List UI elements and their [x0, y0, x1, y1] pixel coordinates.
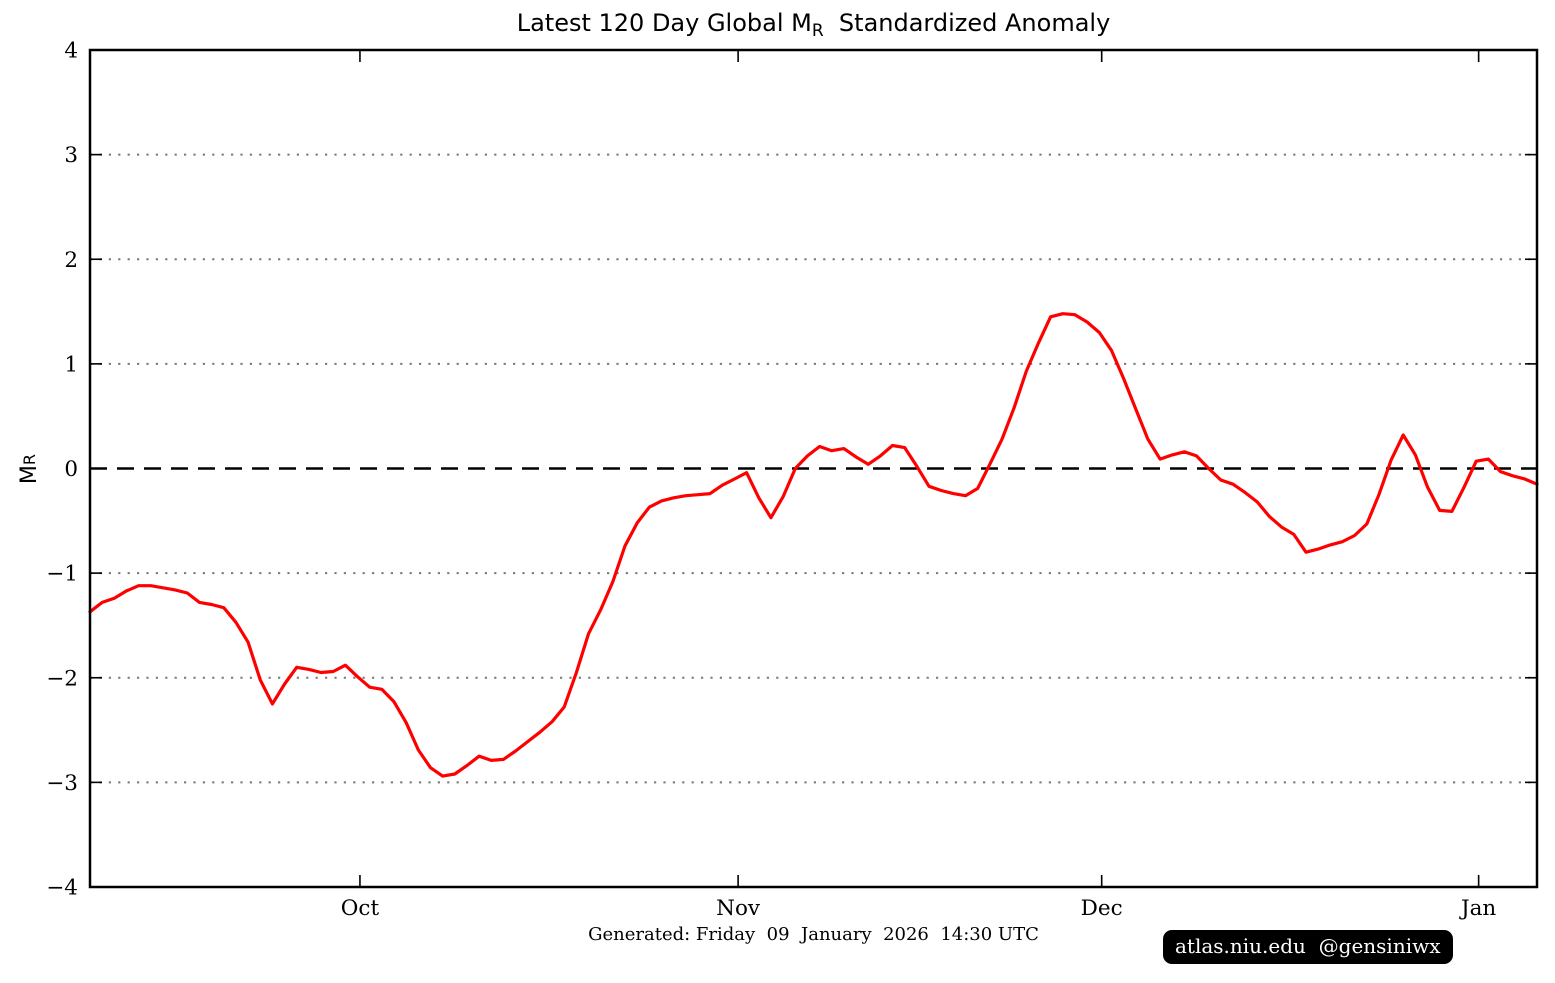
generated-timestamp: Generated: Friday 09 January 2026 14:30 … [588, 924, 1039, 945]
y-tick-label: −3 [46, 771, 78, 796]
y-tick-label: −2 [46, 666, 78, 691]
x-tick-label: Nov [716, 896, 761, 921]
y-tick-label: 4 [64, 39, 78, 64]
y-tick-label: 1 [64, 352, 78, 377]
y-tick-label: 2 [64, 248, 78, 273]
y-axis-label-subscript: R [19, 453, 39, 466]
chart-title-suffix: Standardized Anomaly [823, 9, 1111, 37]
y-axis-label-text: M [16, 465, 42, 485]
y-tick-label: −4 [46, 876, 78, 901]
y-tick-label: 3 [64, 143, 78, 168]
y-tick-label: −1 [46, 562, 78, 587]
y-tick-label: 0 [64, 457, 78, 482]
plot-frame [88, 48, 1539, 889]
chart-title-text: Latest 120 Day Global M [516, 9, 812, 37]
chart-title-subscript: R [811, 21, 824, 41]
x-tick-label: Dec [1081, 896, 1123, 921]
x-tick-label: Oct [341, 896, 380, 921]
x-tick-label: Jan [1459, 896, 1496, 921]
anomaly-series-line [88, 312, 1539, 778]
chart-title: Latest 120 Day Global MR Standardized An… [90, 9, 1537, 41]
attribution-badge: atlas.niu.edu @gensiniwx [1163, 930, 1453, 964]
